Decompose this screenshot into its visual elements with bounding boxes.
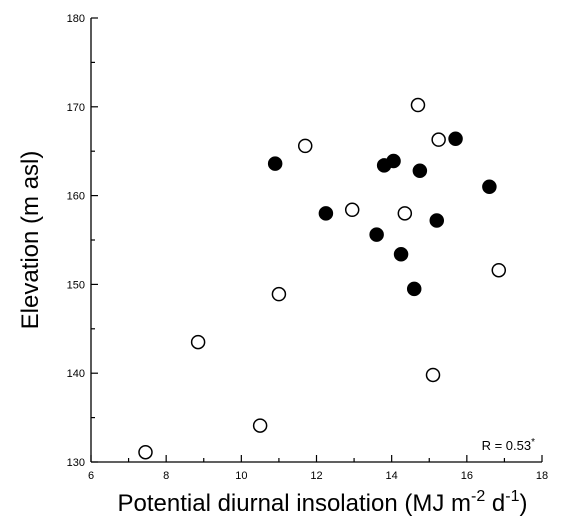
axes — [90, 18, 542, 463]
correlation-text: R = 0.53 — [482, 438, 532, 453]
filled-data-point — [386, 153, 401, 169]
x-axis-title-mid: d — [485, 490, 505, 517]
data-points — [138, 97, 507, 460]
ticks: 6 8 10 12 14 16 18 130 140 150 160 170 180 — [67, 13, 548, 482]
open-data-point — [410, 97, 426, 113]
x-axis-title-end: ) — [519, 490, 527, 517]
y-tick-label: 140 — [67, 368, 85, 380]
x-axis-title-sup2: -1 — [505, 488, 519, 505]
open-data-point — [252, 418, 268, 433]
x-tick-label: 8 — [163, 470, 169, 482]
open-data-point — [271, 286, 287, 302]
filled-data-point — [393, 246, 409, 262]
open-data-point — [431, 132, 446, 147]
open-data-point — [491, 262, 507, 278]
x-tick-label: 18 — [536, 470, 548, 482]
correlation-significance-mark: * — [531, 437, 535, 448]
open-data-point — [425, 367, 441, 383]
filled-data-point — [267, 156, 283, 171]
x-tick-label: 14 — [386, 470, 398, 482]
y-tick-label: 130 — [67, 457, 85, 469]
x-axis-title: Potential diurnal insolation (MJ m-2 d-1… — [118, 488, 528, 517]
x-tick-label: 16 — [461, 470, 473, 482]
x-tick-label: 12 — [310, 470, 322, 482]
open-data-point — [344, 202, 360, 218]
filled-data-point — [412, 163, 428, 178]
x-axis-title-sup1: -2 — [471, 488, 485, 505]
y-tick-label: 160 — [67, 191, 85, 203]
open-data-point — [397, 206, 413, 221]
x-tick-label: 6 — [88, 470, 94, 482]
open-data-point — [138, 444, 153, 460]
y-tick-label: 150 — [67, 279, 85, 291]
filled-data-point — [448, 131, 463, 147]
filled-data-point — [406, 281, 422, 297]
x-axis-title-main: Potential diurnal insolation (MJ m — [118, 490, 472, 517]
filled-data-point — [318, 206, 334, 221]
open-data-point — [297, 138, 313, 154]
open-data-point — [190, 334, 206, 350]
y-tick-label: 170 — [67, 102, 85, 114]
filled-data-point — [369, 227, 384, 242]
y-axis-title: Elevation (m asl) — [17, 151, 44, 330]
correlation-annotation: R = 0.53* — [482, 437, 536, 453]
filled-data-point — [429, 213, 445, 228]
y-tick-label: 180 — [67, 13, 85, 25]
filled-data-point — [482, 179, 497, 194]
x-tick-label: 10 — [235, 470, 247, 482]
